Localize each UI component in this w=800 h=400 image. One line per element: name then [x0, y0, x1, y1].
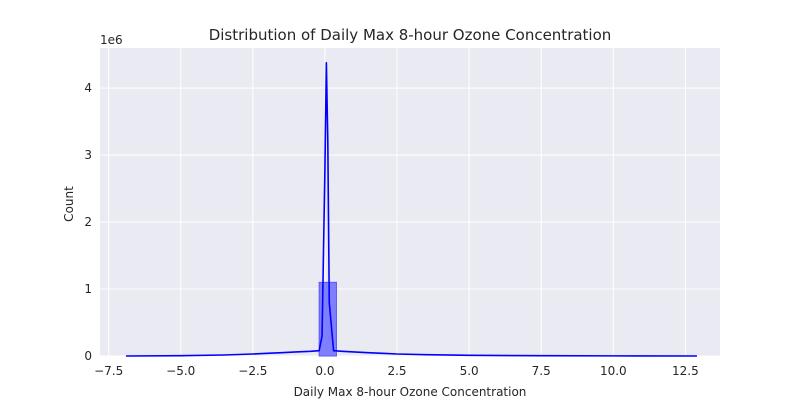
x-tick-label: 0.0 [315, 364, 334, 378]
y-tick-label: 3 [84, 148, 92, 162]
y-tick-label: 4 [84, 81, 92, 95]
x-tick-label: 2.5 [387, 364, 406, 378]
x-axis-label: Daily Max 8-hour Ozone Concentration [294, 385, 527, 399]
kde-line [125, 61, 697, 357]
x-tick-label: 12.5 [672, 364, 699, 378]
y-tick-label: 0 [84, 349, 92, 363]
y-axis-ticks: 0 1 2 3 4 [84, 81, 92, 363]
y-axis-offset-text: 1e6 [100, 33, 123, 47]
y-tick-label: 2 [84, 215, 92, 229]
chart-title: Distribution of Daily Max 8-hour Ozone C… [209, 26, 612, 44]
plot-area [100, 48, 720, 356]
x-tick-label: 5.0 [460, 364, 479, 378]
y-axis-label: Count [62, 186, 76, 222]
x-tick-label: −7.5 [94, 364, 123, 378]
x-axis-ticks: −7.5 −5.0 −2.5 0.0 2.5 5.0 7.5 10.0 12.5 [94, 364, 699, 378]
x-tick-label: 10.0 [600, 364, 627, 378]
x-tick-label: −5.0 [166, 364, 195, 378]
x-tick-label: −2.5 [238, 364, 267, 378]
kde-line-layer [125, 61, 697, 357]
y-tick-label: 1 [84, 282, 92, 296]
x-tick-label: 7.5 [532, 364, 551, 378]
